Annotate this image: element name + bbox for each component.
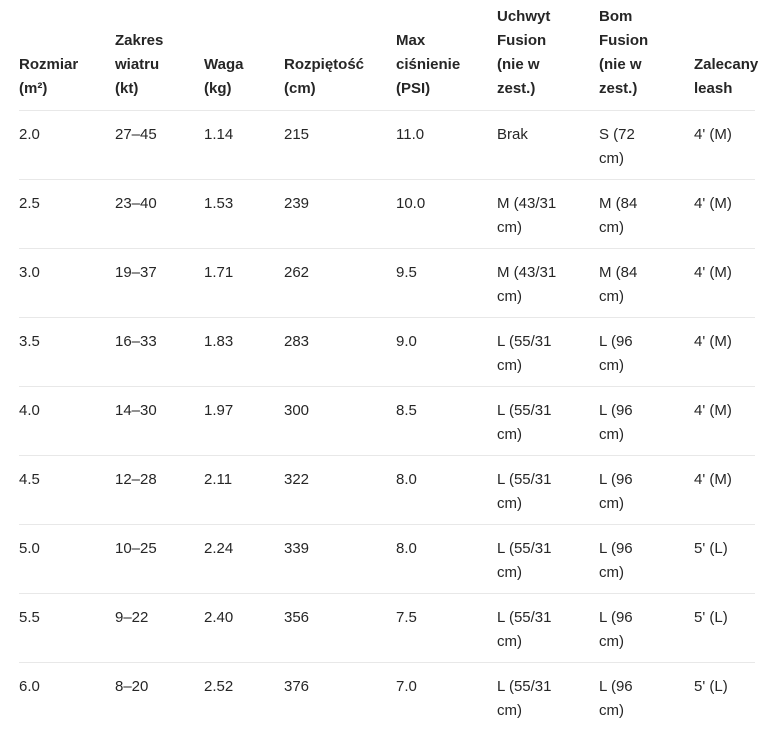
table-cell-uchwyt-fusion: L (55/31 cm) [497,387,599,456]
table-cell-zalecany-leash: 4' (M) [694,249,755,318]
table-cell-uchwyt-fusion: Brak [497,111,599,180]
table-cell-zalecany-leash: 4' (M) [694,111,755,180]
table-cell-rozpietosc: 322 [284,456,396,525]
table-cell-bom-fusion: S (72 cm) [599,111,694,180]
table-cell-zakres-wiatru: 12–28 [115,456,204,525]
table-cell-max-cisnienie: 11.0 [396,111,497,180]
table-header-row: Rozmiar (m²) Zakres wiatru (kt) Waga (kg… [19,0,755,111]
table-cell-rozpietosc: 262 [284,249,396,318]
table-row: 4.5 12–28 2.11 322 8.0 L (55/31 cm) L (9… [19,456,755,525]
column-header-max-cisnienie: Max ciśnienie (PSI) [396,0,497,111]
column-header-rozmiar: Rozmiar (m²) [19,0,115,111]
table-cell-waga: 2.52 [204,663,284,731]
table-cell-bom-fusion: L (96 cm) [599,456,694,525]
table-cell-max-cisnienie: 7.5 [396,594,497,663]
table-cell-zakres-wiatru: 8–20 [115,663,204,731]
table-cell-bom-fusion: L (96 cm) [599,525,694,594]
table-cell-rozmiar: 4.0 [19,387,115,456]
table-cell-uchwyt-fusion: L (55/31 cm) [497,663,599,731]
table-cell-waga: 1.53 [204,180,284,249]
table-cell-zalecany-leash: 4' (M) [694,387,755,456]
table-cell-zalecany-leash: 5' (L) [694,594,755,663]
table-cell-zakres-wiatru: 9–22 [115,594,204,663]
table-cell-rozpietosc: 356 [284,594,396,663]
table-cell-max-cisnienie: 9.0 [396,318,497,387]
table-cell-max-cisnienie: 7.0 [396,663,497,731]
table-cell-rozmiar: 4.5 [19,456,115,525]
table-cell-max-cisnienie: 9.5 [396,249,497,318]
column-header-bom-fusion: Bom Fusion (nie w zest.) [599,0,694,111]
table-cell-max-cisnienie: 8.0 [396,456,497,525]
table-cell-uchwyt-fusion: M (43/31 cm) [497,180,599,249]
table-row: 2.0 27–45 1.14 215 11.0 Brak S (72 cm) 4… [19,111,755,180]
table-body: 2.0 27–45 1.14 215 11.0 Brak S (72 cm) 4… [19,111,755,731]
table-cell-rozmiar: 2.0 [19,111,115,180]
table-cell-rozmiar: 2.5 [19,180,115,249]
table-cell-rozpietosc: 300 [284,387,396,456]
table-cell-rozpietosc: 283 [284,318,396,387]
table-cell-zakres-wiatru: 16–33 [115,318,204,387]
table-row: 5.5 9–22 2.40 356 7.5 L (55/31 cm) L (96… [19,594,755,663]
table-row: 6.0 8–20 2.52 376 7.0 L (55/31 cm) L (96… [19,663,755,731]
table-row: 2.5 23–40 1.53 239 10.0 M (43/31 cm) M (… [19,180,755,249]
table-cell-uchwyt-fusion: L (55/31 cm) [497,525,599,594]
table-cell-rozpietosc: 239 [284,180,396,249]
table-cell-zakres-wiatru: 14–30 [115,387,204,456]
table-cell-waga: 1.83 [204,318,284,387]
column-header-zakres-wiatru: Zakres wiatru (kt) [115,0,204,111]
table-row: 3.0 19–37 1.71 262 9.5 M (43/31 cm) M (8… [19,249,755,318]
table-cell-rozpietosc: 339 [284,525,396,594]
table-cell-rozmiar: 3.5 [19,318,115,387]
table-cell-zakres-wiatru: 19–37 [115,249,204,318]
table-cell-waga: 2.11 [204,456,284,525]
table-cell-rozmiar: 3.0 [19,249,115,318]
table-cell-uchwyt-fusion: L (55/31 cm) [497,594,599,663]
table-cell-max-cisnienie: 8.0 [396,525,497,594]
table-cell-uchwyt-fusion: L (55/31 cm) [497,456,599,525]
table-cell-waga: 2.40 [204,594,284,663]
table-cell-rozpietosc: 376 [284,663,396,731]
table-cell-max-cisnienie: 8.5 [396,387,497,456]
table-cell-zalecany-leash: 4' (M) [694,456,755,525]
table-cell-bom-fusion: L (96 cm) [599,318,694,387]
table-cell-zakres-wiatru: 23–40 [115,180,204,249]
table-cell-zakres-wiatru: 10–25 [115,525,204,594]
table-cell-waga: 2.24 [204,525,284,594]
spec-table: Rozmiar (m²) Zakres wiatru (kt) Waga (kg… [19,0,755,731]
table-cell-zalecany-leash: 4' (M) [694,318,755,387]
column-header-zalecany-leash: Zalecany leash [694,0,755,111]
table-row: 5.0 10–25 2.24 339 8.0 L (55/31 cm) L (9… [19,525,755,594]
table-cell-waga: 1.97 [204,387,284,456]
table-cell-uchwyt-fusion: M (43/31 cm) [497,249,599,318]
table-cell-bom-fusion: L (96 cm) [599,387,694,456]
column-header-rozpietosc: Rozpiętość (cm) [284,0,396,111]
table-cell-zalecany-leash: 5' (L) [694,525,755,594]
table-cell-zalecany-leash: 4' (M) [694,180,755,249]
table-cell-zalecany-leash: 5' (L) [694,663,755,731]
table-header: Rozmiar (m²) Zakres wiatru (kt) Waga (kg… [19,0,755,111]
table-cell-rozmiar: 5.5 [19,594,115,663]
table-cell-waga: 1.14 [204,111,284,180]
table-cell-waga: 1.71 [204,249,284,318]
table-cell-max-cisnienie: 10.0 [396,180,497,249]
column-header-waga: Waga (kg) [204,0,284,111]
table-cell-zakres-wiatru: 27–45 [115,111,204,180]
table-row: 3.5 16–33 1.83 283 9.0 L (55/31 cm) L (9… [19,318,755,387]
table-row: 4.0 14–30 1.97 300 8.5 L (55/31 cm) L (9… [19,387,755,456]
table-cell-rozmiar: 5.0 [19,525,115,594]
table-cell-bom-fusion: L (96 cm) [599,663,694,731]
table-cell-bom-fusion: L (96 cm) [599,594,694,663]
column-header-uchwyt-fusion: Uchwyt Fusion (nie w zest.) [497,0,599,111]
table-cell-rozpietosc: 215 [284,111,396,180]
table-cell-bom-fusion: M (84 cm) [599,180,694,249]
table-cell-uchwyt-fusion: L (55/31 cm) [497,318,599,387]
table-cell-rozmiar: 6.0 [19,663,115,731]
table-cell-bom-fusion: M (84 cm) [599,249,694,318]
